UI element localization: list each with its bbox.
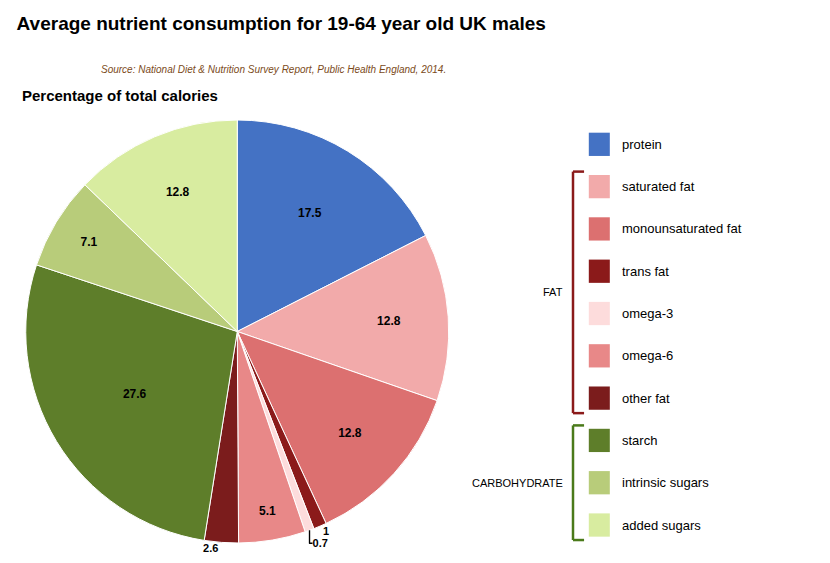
svg-text:7.1: 7.1 xyxy=(81,235,98,249)
svg-text:intrinsic sugars: intrinsic sugars xyxy=(622,475,709,490)
svg-text:12.8: 12.8 xyxy=(166,185,190,199)
svg-text:added sugars: added sugars xyxy=(622,518,701,533)
svg-text:trans fat: trans fat xyxy=(622,264,669,279)
svg-text:omega-3: omega-3 xyxy=(622,306,673,321)
svg-text:monounsaturated fat: monounsaturated fat xyxy=(622,221,742,236)
svg-text:omega-6: omega-6 xyxy=(622,348,673,363)
svg-text:27.6: 27.6 xyxy=(123,387,147,401)
svg-text:17.5: 17.5 xyxy=(298,206,322,220)
svg-text:Source: National Diet & Nutrit: Source: National Diet & Nutrition Survey… xyxy=(101,64,446,75)
svg-text:0.7: 0.7 xyxy=(313,537,328,549)
svg-text:12.8: 12.8 xyxy=(377,314,401,328)
svg-text:other fat: other fat xyxy=(622,391,670,406)
svg-text:Average nutrient consumption f: Average nutrient consumption for 19-64 y… xyxy=(17,13,546,34)
svg-text:starch: starch xyxy=(622,433,657,448)
svg-text:saturated fat: saturated fat xyxy=(622,179,695,194)
svg-text:CARBOHYDRATE: CARBOHYDRATE xyxy=(472,477,563,489)
svg-text:protein: protein xyxy=(622,137,662,152)
svg-text:Percentage of total calories: Percentage of total calories xyxy=(22,87,218,104)
svg-text:1: 1 xyxy=(323,525,329,537)
svg-text:FAT: FAT xyxy=(543,286,563,298)
svg-text:2.6: 2.6 xyxy=(203,542,218,554)
svg-text:5.1: 5.1 xyxy=(259,504,276,518)
svg-text:12.8: 12.8 xyxy=(338,426,362,440)
